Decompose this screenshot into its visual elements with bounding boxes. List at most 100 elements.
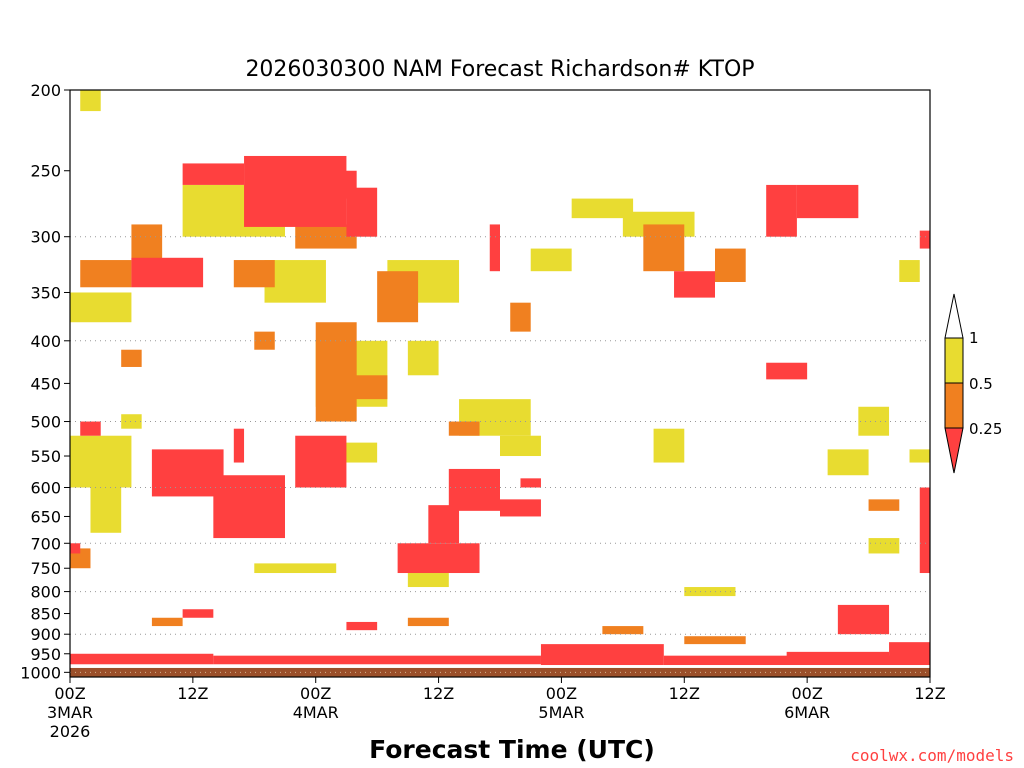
ri-cell-low-4 bbox=[305, 170, 357, 199]
x-tick-label: 4MAR bbox=[293, 703, 339, 722]
y-tick-label: 950 bbox=[30, 645, 61, 664]
y-tick-label: 450 bbox=[30, 374, 61, 393]
ri-cell-mid-14 bbox=[151, 617, 183, 627]
ri-cell-low-3 bbox=[182, 163, 245, 185]
ri-cell-low-13 bbox=[674, 271, 715, 298]
ri-cell-mid-17 bbox=[684, 636, 746, 645]
ri-cell-low-2 bbox=[131, 257, 204, 288]
credit-label[interactable]: coolwx.com/models bbox=[850, 746, 1014, 765]
legend-arrow-bottom bbox=[944, 427, 964, 474]
ri-cell-mid-4 bbox=[315, 322, 357, 422]
x-tick-label: 6MAR bbox=[784, 703, 830, 722]
ri-cell-mid-8 bbox=[715, 248, 746, 282]
legend-label: 0.25 bbox=[969, 420, 1002, 438]
legend: 1 0.5 0.25 bbox=[944, 293, 1002, 474]
ri-cell-low-23 bbox=[70, 543, 81, 554]
y-tick-label: 900 bbox=[30, 625, 61, 644]
y-tick-label: 500 bbox=[30, 413, 61, 432]
ri-cell-low-7 bbox=[295, 435, 347, 488]
y-tick-label: 700 bbox=[30, 534, 61, 553]
legend-label: 1 bbox=[969, 329, 979, 347]
y-tick-label: 400 bbox=[30, 332, 61, 351]
ri-cell-low-24 bbox=[80, 421, 101, 436]
ri-cell-low-8 bbox=[397, 543, 480, 574]
ri-cell-low-15 bbox=[428, 505, 460, 544]
y-tick-label: 300 bbox=[30, 228, 61, 247]
y-tick-label: 750 bbox=[30, 559, 61, 578]
ri-cell-low-27 bbox=[489, 224, 500, 272]
ri-cell-high-18 bbox=[500, 435, 541, 457]
x-tick-label: 00Z bbox=[54, 684, 85, 703]
ri-cell-high-13 bbox=[653, 428, 685, 463]
ri-cell-low-10 bbox=[520, 478, 541, 488]
x-tick-label: 12Z bbox=[669, 684, 700, 703]
x-tick-label: 12Z bbox=[423, 684, 454, 703]
ri-cell-mid-6 bbox=[377, 271, 419, 323]
y-tick-label: 200 bbox=[30, 81, 61, 100]
ri-cell-mid-16 bbox=[602, 626, 644, 635]
x-tick-label: 12Z bbox=[177, 684, 208, 703]
ri-cell-mid-2 bbox=[233, 260, 275, 288]
gridlines bbox=[70, 236, 930, 673]
ri-cell-low-14 bbox=[766, 362, 808, 380]
ri-cell-high-17 bbox=[254, 563, 337, 574]
x-tick-label: 5MAR bbox=[538, 703, 584, 722]
ri-cell-high-15 bbox=[858, 406, 890, 436]
ri-cell-high-14 bbox=[827, 449, 869, 476]
ri-cell-low-22 bbox=[786, 651, 890, 658]
ri-cell-low-28 bbox=[837, 604, 890, 635]
chart-title: 2026030300 NAM Forecast Richardson# KTOP bbox=[245, 57, 754, 82]
ri-cell-mid-10 bbox=[121, 349, 142, 367]
legend-swatch-high bbox=[944, 337, 964, 384]
ri-cell-low-18 bbox=[70, 653, 214, 665]
ri-cell-mid-12 bbox=[448, 421, 480, 436]
ri-cell-mid-11 bbox=[254, 331, 275, 350]
y-tick-label: 350 bbox=[30, 283, 61, 302]
y-tick-label: 650 bbox=[30, 507, 61, 526]
ri-cell-low-17 bbox=[889, 642, 930, 658]
ri-cell-high-3 bbox=[90, 487, 122, 533]
y-tick-label: 550 bbox=[30, 447, 61, 466]
legend-arrow-top bbox=[944, 293, 964, 339]
ri-cell-mid-13 bbox=[510, 302, 531, 332]
ri-cell-low-9 bbox=[448, 468, 500, 511]
ri-cell-low-30 bbox=[346, 621, 378, 631]
ri-cell-high-19 bbox=[684, 587, 736, 597]
ri-cell-mid-7 bbox=[643, 224, 685, 272]
heatmap-cells bbox=[70, 90, 930, 666]
x-axis-label: Forecast Time (UTC) bbox=[369, 735, 655, 764]
x-tick-label: 3MAR bbox=[47, 703, 93, 722]
ri-cell-high-10 bbox=[530, 248, 572, 272]
ri-cell-high-22 bbox=[121, 414, 142, 429]
ri-cell-low-6 bbox=[213, 475, 285, 539]
x-tick-label: 00Z bbox=[546, 684, 577, 703]
y-tick-label: 1000 bbox=[20, 663, 61, 682]
x-tick-label: 00Z bbox=[300, 684, 331, 703]
ri-cell-high-20 bbox=[909, 449, 930, 463]
ri-cell-mid-15 bbox=[407, 617, 449, 627]
ri-cell-mid-0 bbox=[80, 260, 132, 288]
ri-cell-low-26 bbox=[500, 499, 541, 517]
ri-cell-high-8 bbox=[407, 340, 439, 376]
ri-cell-high-11 bbox=[571, 198, 634, 219]
x-tick-label: 2026 bbox=[50, 722, 91, 741]
ri-cell-mid-5 bbox=[346, 375, 388, 400]
ri-cell-mid-18 bbox=[868, 499, 900, 511]
x-tick-label: 00Z bbox=[791, 684, 822, 703]
y-axis: 200 250 300 350 400 450 500 550 600 650 700 750 800 8… bbox=[20, 81, 70, 682]
ri-cell-high-2 bbox=[70, 435, 132, 488]
legend-swatch-mid bbox=[944, 382, 964, 429]
ri-cell-high-24 bbox=[868, 538, 900, 554]
ri-cell-low-20 bbox=[540, 644, 664, 666]
ri-cell-low-12 bbox=[796, 184, 859, 219]
legend-label: 0.5 bbox=[969, 375, 993, 393]
ri-cell-low-16 bbox=[919, 487, 930, 574]
ri-cell-mid-1 bbox=[131, 224, 163, 261]
ri-cell-low-11 bbox=[766, 184, 797, 237]
ri-cell-high-16 bbox=[899, 260, 920, 282]
ri-cell-low-31 bbox=[182, 609, 214, 618]
ri-cell-low-21 bbox=[663, 655, 930, 666]
ri-cell-low-5 bbox=[151, 449, 224, 497]
ri-cell-low-29 bbox=[919, 230, 930, 249]
